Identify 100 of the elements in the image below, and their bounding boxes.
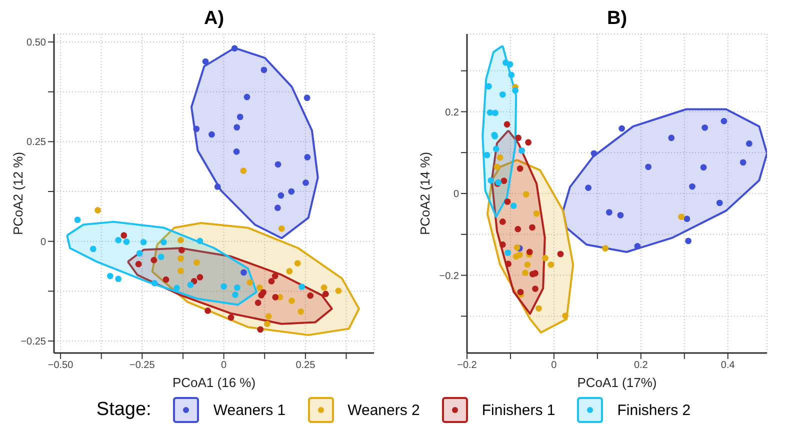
- point: [700, 164, 707, 171]
- point: [492, 146, 500, 152]
- point: [162, 276, 170, 283]
- point: [298, 308, 304, 315]
- point: [151, 280, 158, 286]
- legend-label: Finishers 2: [617, 402, 691, 418]
- point: [234, 284, 240, 291]
- point: [522, 191, 530, 198]
- point: [272, 294, 279, 300]
- point: [304, 94, 310, 101]
- point: [150, 256, 158, 264]
- point: [602, 245, 608, 252]
- point: [233, 148, 240, 155]
- point: [512, 87, 518, 94]
- point: [120, 232, 128, 239]
- point: [135, 260, 142, 268]
- point: [288, 298, 295, 304]
- point: [685, 238, 692, 244]
- point: [320, 284, 328, 291]
- y-axis-title: PCoA2 (12 %): [10, 150, 26, 237]
- point: [136, 250, 143, 257]
- point: [499, 91, 506, 98]
- point: [106, 272, 114, 280]
- x-axis-title: PCoA1 (16 %): [171, 375, 257, 390]
- y-tick-label: −0.2: [439, 270, 460, 282]
- point: [196, 274, 204, 280]
- point: [516, 165, 524, 172]
- point: [508, 72, 515, 78]
- point: [548, 261, 554, 268]
- point: [231, 45, 238, 52]
- point: [515, 134, 522, 142]
- point: [505, 260, 512, 268]
- point: [606, 209, 612, 216]
- point: [268, 278, 275, 284]
- point: [123, 238, 130, 245]
- point: [256, 284, 263, 291]
- point: [158, 254, 164, 260]
- point: [684, 216, 690, 222]
- point: [510, 202, 517, 209]
- x-axis-title: PCoA1 (17%): [576, 375, 658, 390]
- point: [529, 224, 536, 231]
- point: [298, 284, 306, 290]
- point: [514, 244, 520, 251]
- point: [94, 207, 101, 214]
- point: [590, 150, 598, 157]
- point: [286, 268, 293, 274]
- x-tick-label: −0.50: [48, 360, 74, 372]
- point: [526, 248, 533, 256]
- y-tick-label: −0.25: [20, 336, 46, 348]
- point: [525, 139, 532, 146]
- point: [499, 218, 506, 225]
- y-tick-label: 0.50: [26, 38, 46, 49]
- point: [257, 326, 264, 333]
- point: [115, 276, 122, 282]
- point: [260, 66, 268, 74]
- point: [746, 140, 752, 147]
- point: [504, 198, 511, 205]
- x-tick-label: 0: [221, 360, 228, 372]
- point: [177, 268, 184, 274]
- x-tick-label: 0.4: [720, 360, 736, 372]
- point: [254, 300, 262, 306]
- point: [288, 188, 295, 195]
- point: [504, 121, 510, 128]
- point: [240, 168, 247, 174]
- point: [265, 313, 272, 320]
- point: [585, 184, 592, 191]
- point: [302, 180, 309, 186]
- point: [562, 312, 568, 319]
- point: [702, 124, 708, 131]
- point: [307, 292, 314, 299]
- point: [557, 250, 564, 258]
- point: [74, 216, 81, 224]
- point: [500, 178, 508, 184]
- point: [486, 83, 492, 90]
- point: [193, 259, 200, 266]
- point: [236, 114, 244, 120]
- point: [177, 236, 184, 244]
- y-tick-label: 0.2: [445, 107, 460, 118]
- point: [494, 164, 500, 170]
- point: [689, 183, 696, 190]
- point: [524, 261, 531, 268]
- point: [190, 278, 198, 284]
- point: [304, 154, 311, 160]
- point: [499, 241, 506, 248]
- point: [294, 260, 301, 266]
- point: [518, 147, 525, 154]
- point: [90, 246, 96, 252]
- point: [232, 292, 238, 298]
- point: [196, 238, 204, 244]
- point: [516, 252, 523, 258]
- point: [228, 314, 234, 321]
- point: [178, 246, 185, 254]
- point: [522, 270, 528, 276]
- point: [634, 243, 641, 250]
- point: [668, 134, 675, 142]
- point: [202, 58, 209, 65]
- point: [240, 269, 247, 276]
- point: [335, 288, 342, 294]
- x-tick-label: −0.2: [457, 360, 478, 372]
- point: [536, 305, 542, 312]
